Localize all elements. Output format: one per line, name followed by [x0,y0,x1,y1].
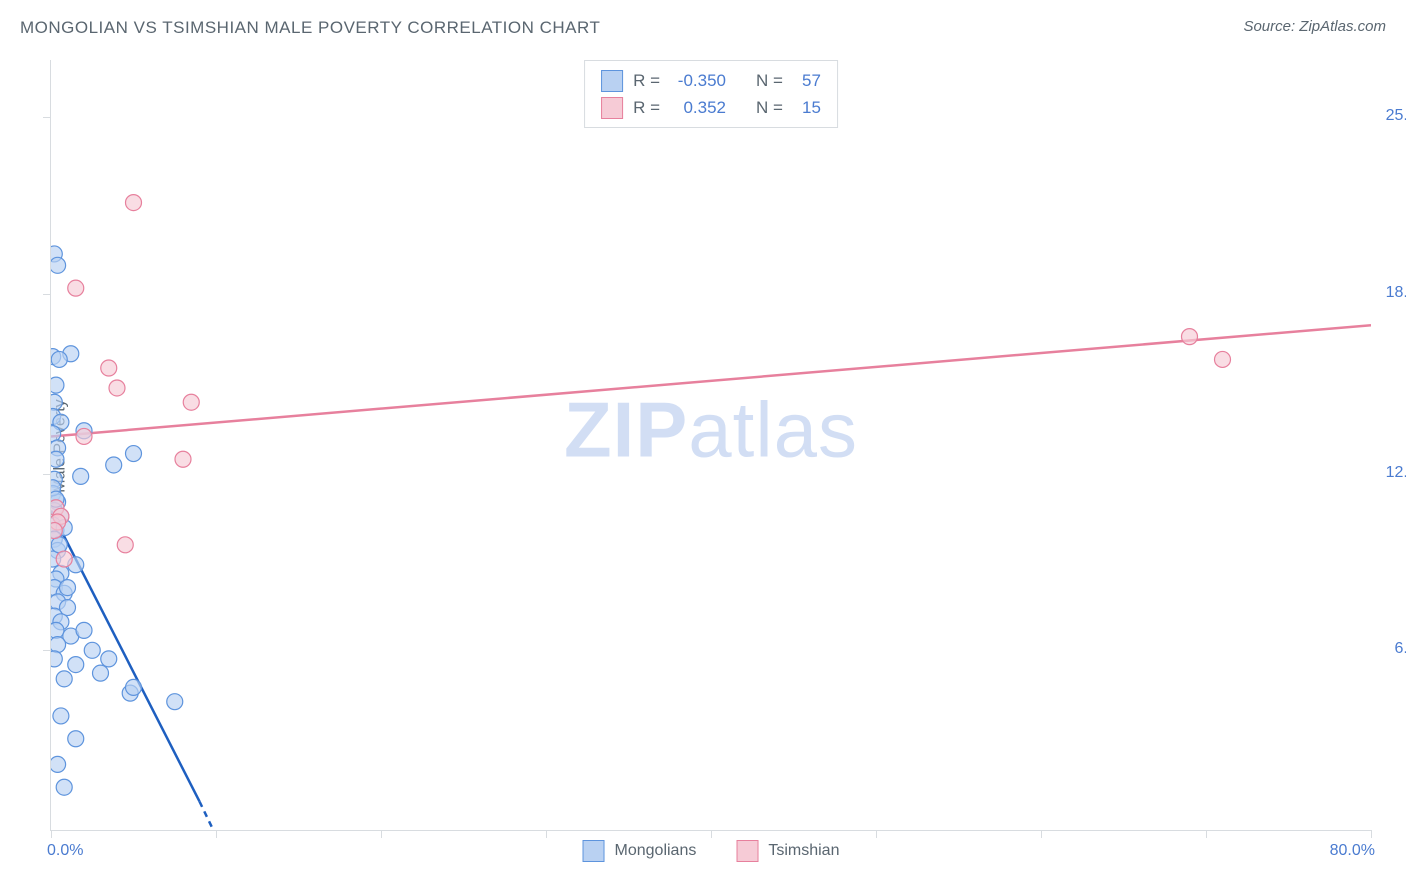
y-tick-label: 6.3% [1395,640,1406,658]
stats-legend-box: R = -0.350 N = 57 R = 0.352 N = 15 [584,60,838,128]
stats-row: R = -0.350 N = 57 [601,67,821,94]
swatch-icon [601,70,623,92]
x-tick [216,830,217,838]
y-tick [43,117,51,118]
x-tick [546,830,547,838]
stats-row: R = 0.352 N = 15 [601,94,821,121]
x-max-label: 80.0% [1330,842,1375,860]
x-tick [1206,830,1207,838]
chart-plot-area: ZIPatlas R = -0.350 N = 57 R = 0.352 N =… [50,60,1371,831]
swatch-icon [601,97,623,119]
y-tick [43,294,51,295]
legend-label: Mongolians [615,842,697,860]
x-tick [51,830,52,838]
source-label: Source: ZipAtlas.com [1243,18,1386,35]
chart-title: MONGOLIAN VS TSIMSHIAN MALE POVERTY CORR… [20,18,600,37]
legend-item: Tsimshian [736,840,839,862]
x-tick [1041,830,1042,838]
y-tick [43,474,51,475]
swatch-icon [736,840,758,862]
x-tick [711,830,712,838]
y-tick [43,650,51,651]
bottom-legend: Mongolians Tsimshian [583,840,840,862]
y-tick-label: 12.5% [1386,464,1406,482]
scatter-svg [51,60,1371,830]
legend-label: Tsimshian [768,842,839,860]
swatch-icon [583,840,605,862]
x-tick [381,830,382,838]
watermark: ZIPatlas [564,384,858,475]
y-tick-label: 18.8% [1386,284,1406,302]
legend-item: Mongolians [583,840,697,862]
x-tick [1371,830,1372,838]
x-min-label: 0.0% [47,842,83,860]
x-tick [876,830,877,838]
y-tick-label: 25.0% [1386,107,1406,125]
